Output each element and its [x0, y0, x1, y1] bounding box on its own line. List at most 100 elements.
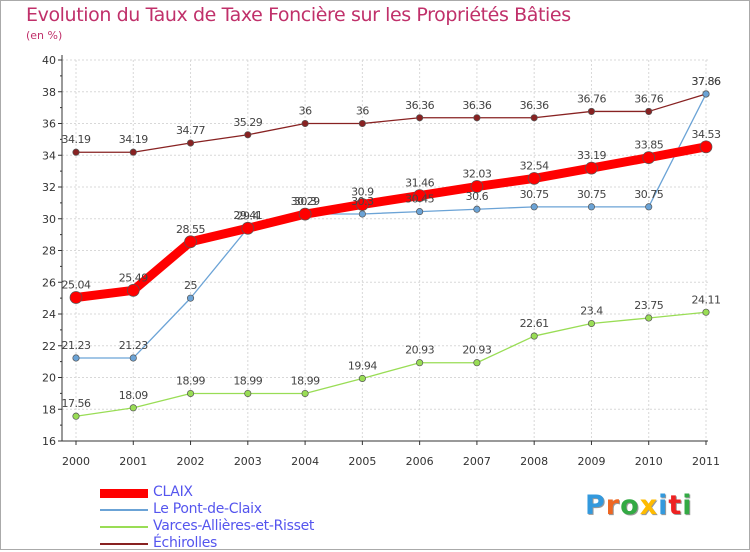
x-tick-label: 2006: [406, 455, 434, 468]
data-label: 37.86: [692, 75, 721, 88]
data-label: 34.19: [119, 133, 148, 146]
data-point: [129, 148, 137, 156]
data-point: [416, 359, 424, 367]
data-point: [642, 151, 656, 164]
logo-letter: x: [639, 490, 659, 521]
legend-label: Échirolles: [153, 535, 218, 551]
data-point: [186, 139, 195, 147]
data-point: [301, 119, 309, 128]
data-label: 25.04: [62, 278, 91, 291]
data-label: 36: [299, 105, 312, 118]
y-tick-label: 38: [42, 86, 56, 99]
y-tick-label: 16: [42, 435, 56, 448]
data-label: 18.99: [176, 375, 205, 388]
x-tick-label: 2011: [692, 455, 720, 468]
data-point: [126, 283, 140, 297]
data-label: 36.36: [405, 99, 434, 112]
data-label: 37.86: [692, 75, 721, 88]
data-point: [587, 319, 596, 328]
data-point: [298, 207, 312, 221]
data-point: [585, 161, 598, 175]
data-point: [473, 359, 481, 367]
line-chart: 16 18 20 22 24 26 28 30 32 34 36 38 40 2000 2001 2002 20…: [42, 54, 721, 468]
data-label: 36.76: [577, 92, 606, 105]
x-tick-label: 2007: [463, 455, 491, 468]
data-label: 34.53: [692, 128, 721, 141]
logo-letter: t: [668, 490, 683, 521]
y-tick-label: 34: [42, 149, 56, 162]
x-tick-label: 2001: [119, 455, 147, 468]
logo-letter: r: [605, 490, 621, 521]
data-label: 22.61: [520, 317, 549, 330]
series-line: [75, 93, 707, 153]
data-point: [416, 208, 424, 216]
data-point: [587, 107, 596, 115]
data-label: 30.75: [577, 188, 606, 201]
y-tick-label: 36: [42, 118, 56, 131]
data-point: [530, 114, 538, 122]
data-label: 21.23: [119, 339, 148, 352]
data-label: 30.75: [634, 188, 663, 201]
data-point: [527, 172, 541, 185]
x-tick-label: 2005: [348, 455, 376, 468]
data-point: [413, 189, 426, 202]
data-point: [129, 354, 137, 362]
data-label: 23.75: [634, 299, 663, 312]
data-point: [358, 210, 366, 218]
data-label: 30.45: [405, 193, 434, 206]
data-label: 24.11: [692, 293, 721, 306]
data-label: 35.29: [233, 116, 262, 129]
data-label: 21.23: [62, 339, 91, 352]
data-point: [241, 221, 255, 235]
legend-label: Varces-Allières-et-Risset: [153, 518, 315, 534]
data-label: 34.77: [176, 124, 205, 137]
data-point: [530, 332, 538, 340]
data-point: [244, 389, 252, 398]
data-label: 33.85: [634, 139, 663, 152]
data-label: 30.3: [351, 195, 374, 208]
data-label: 18.09: [119, 389, 148, 402]
data-point: [186, 389, 195, 398]
data-point: [244, 131, 252, 139]
series-line: [75, 311, 707, 417]
data-point: [69, 291, 83, 304]
data-label: 36: [356, 105, 369, 118]
data-label: 30.75: [520, 188, 549, 201]
y-tick-label: 30: [42, 213, 56, 226]
data-point: [645, 107, 653, 115]
data-point: [186, 294, 195, 302]
legend-swatch: [100, 543, 148, 545]
data-label: 17.56: [62, 397, 91, 410]
data-label: 33.19: [577, 149, 606, 162]
logo-letter: o: [620, 490, 640, 521]
data-point: [473, 205, 481, 213]
x-tick-label: 2003: [234, 455, 262, 468]
y-tick-label: 28: [42, 245, 56, 258]
data-label: 19.94: [348, 359, 377, 372]
series-line: [75, 93, 707, 359]
data-label: 36.76: [634, 92, 663, 105]
data-point: [645, 314, 653, 322]
legend-swatch: [100, 526, 148, 528]
legend-label: CLAIX: [153, 484, 193, 500]
legend-swatch: [100, 509, 148, 511]
data-point: [699, 140, 713, 154]
logo-letter: i: [682, 490, 693, 521]
data-label: 18.99: [233, 375, 262, 388]
data-label: 30.29: [291, 195, 320, 208]
data-label: 31.46: [405, 177, 434, 190]
data-point: [473, 114, 481, 122]
data-point: [358, 374, 366, 383]
data-label: 36.36: [520, 99, 549, 112]
data-label: 29.4: [237, 209, 260, 222]
data-label: 32.03: [462, 168, 491, 181]
logo-letter: P: [585, 490, 606, 521]
y-tick-label: 24: [42, 308, 56, 321]
data-label: 25: [184, 279, 197, 292]
data-point: [358, 119, 366, 128]
x-tick-label: 2004: [291, 455, 319, 468]
y-tick-label: 20: [42, 372, 56, 385]
data-label: 30.3: [294, 195, 317, 208]
x-tick-label: 2000: [62, 455, 90, 468]
data-label: 34.19: [62, 133, 91, 146]
